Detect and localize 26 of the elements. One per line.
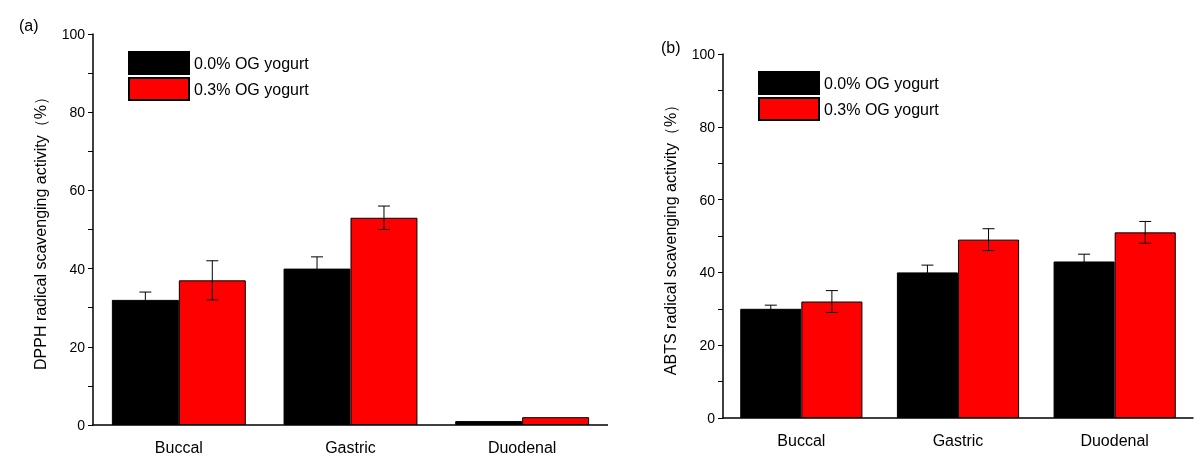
x-tick-label: Gastric (932, 431, 984, 449)
y-tick-label: 0 (707, 410, 716, 426)
x-tick-label: Duodenal (1080, 431, 1149, 449)
x-tick-label: Gastric (325, 438, 376, 456)
y-axis-title: ABTS radical scavenging activity（%） (661, 96, 679, 376)
y-tick-label: 80 (69, 104, 86, 121)
x-tick-label: Buccal (154, 438, 203, 456)
y-axis-title: DPPH radical scavenging activity（%） (31, 89, 49, 370)
legend-label: 0.3% OG yogurt (194, 80, 310, 98)
y-tick-label: 20 (699, 337, 716, 354)
chart-title: (a) (19, 16, 39, 34)
legend-label: 0.0% OG yogurt (824, 74, 940, 92)
y-tick-label: 60 (699, 191, 716, 208)
y-tick-label: 40 (69, 260, 86, 277)
legend-label: 0.3% OG yogurt (824, 100, 940, 118)
x-tick-label: Duodenal (487, 438, 557, 456)
y-tick-label: 40 (699, 264, 716, 281)
y-tick-label: 60 (69, 182, 86, 199)
x-tick-label: Buccal (777, 431, 826, 449)
y-tick-label: 100 (61, 26, 86, 42)
legend-label: 0.0% OG yogurt (194, 54, 310, 72)
y-tick-label: 100 (691, 46, 716, 62)
y-tick-label: 20 (69, 338, 86, 355)
chart-title: (b) (661, 38, 681, 56)
y-tick-label: 80 (699, 118, 716, 135)
y-tick-label: 0 (77, 417, 86, 433)
